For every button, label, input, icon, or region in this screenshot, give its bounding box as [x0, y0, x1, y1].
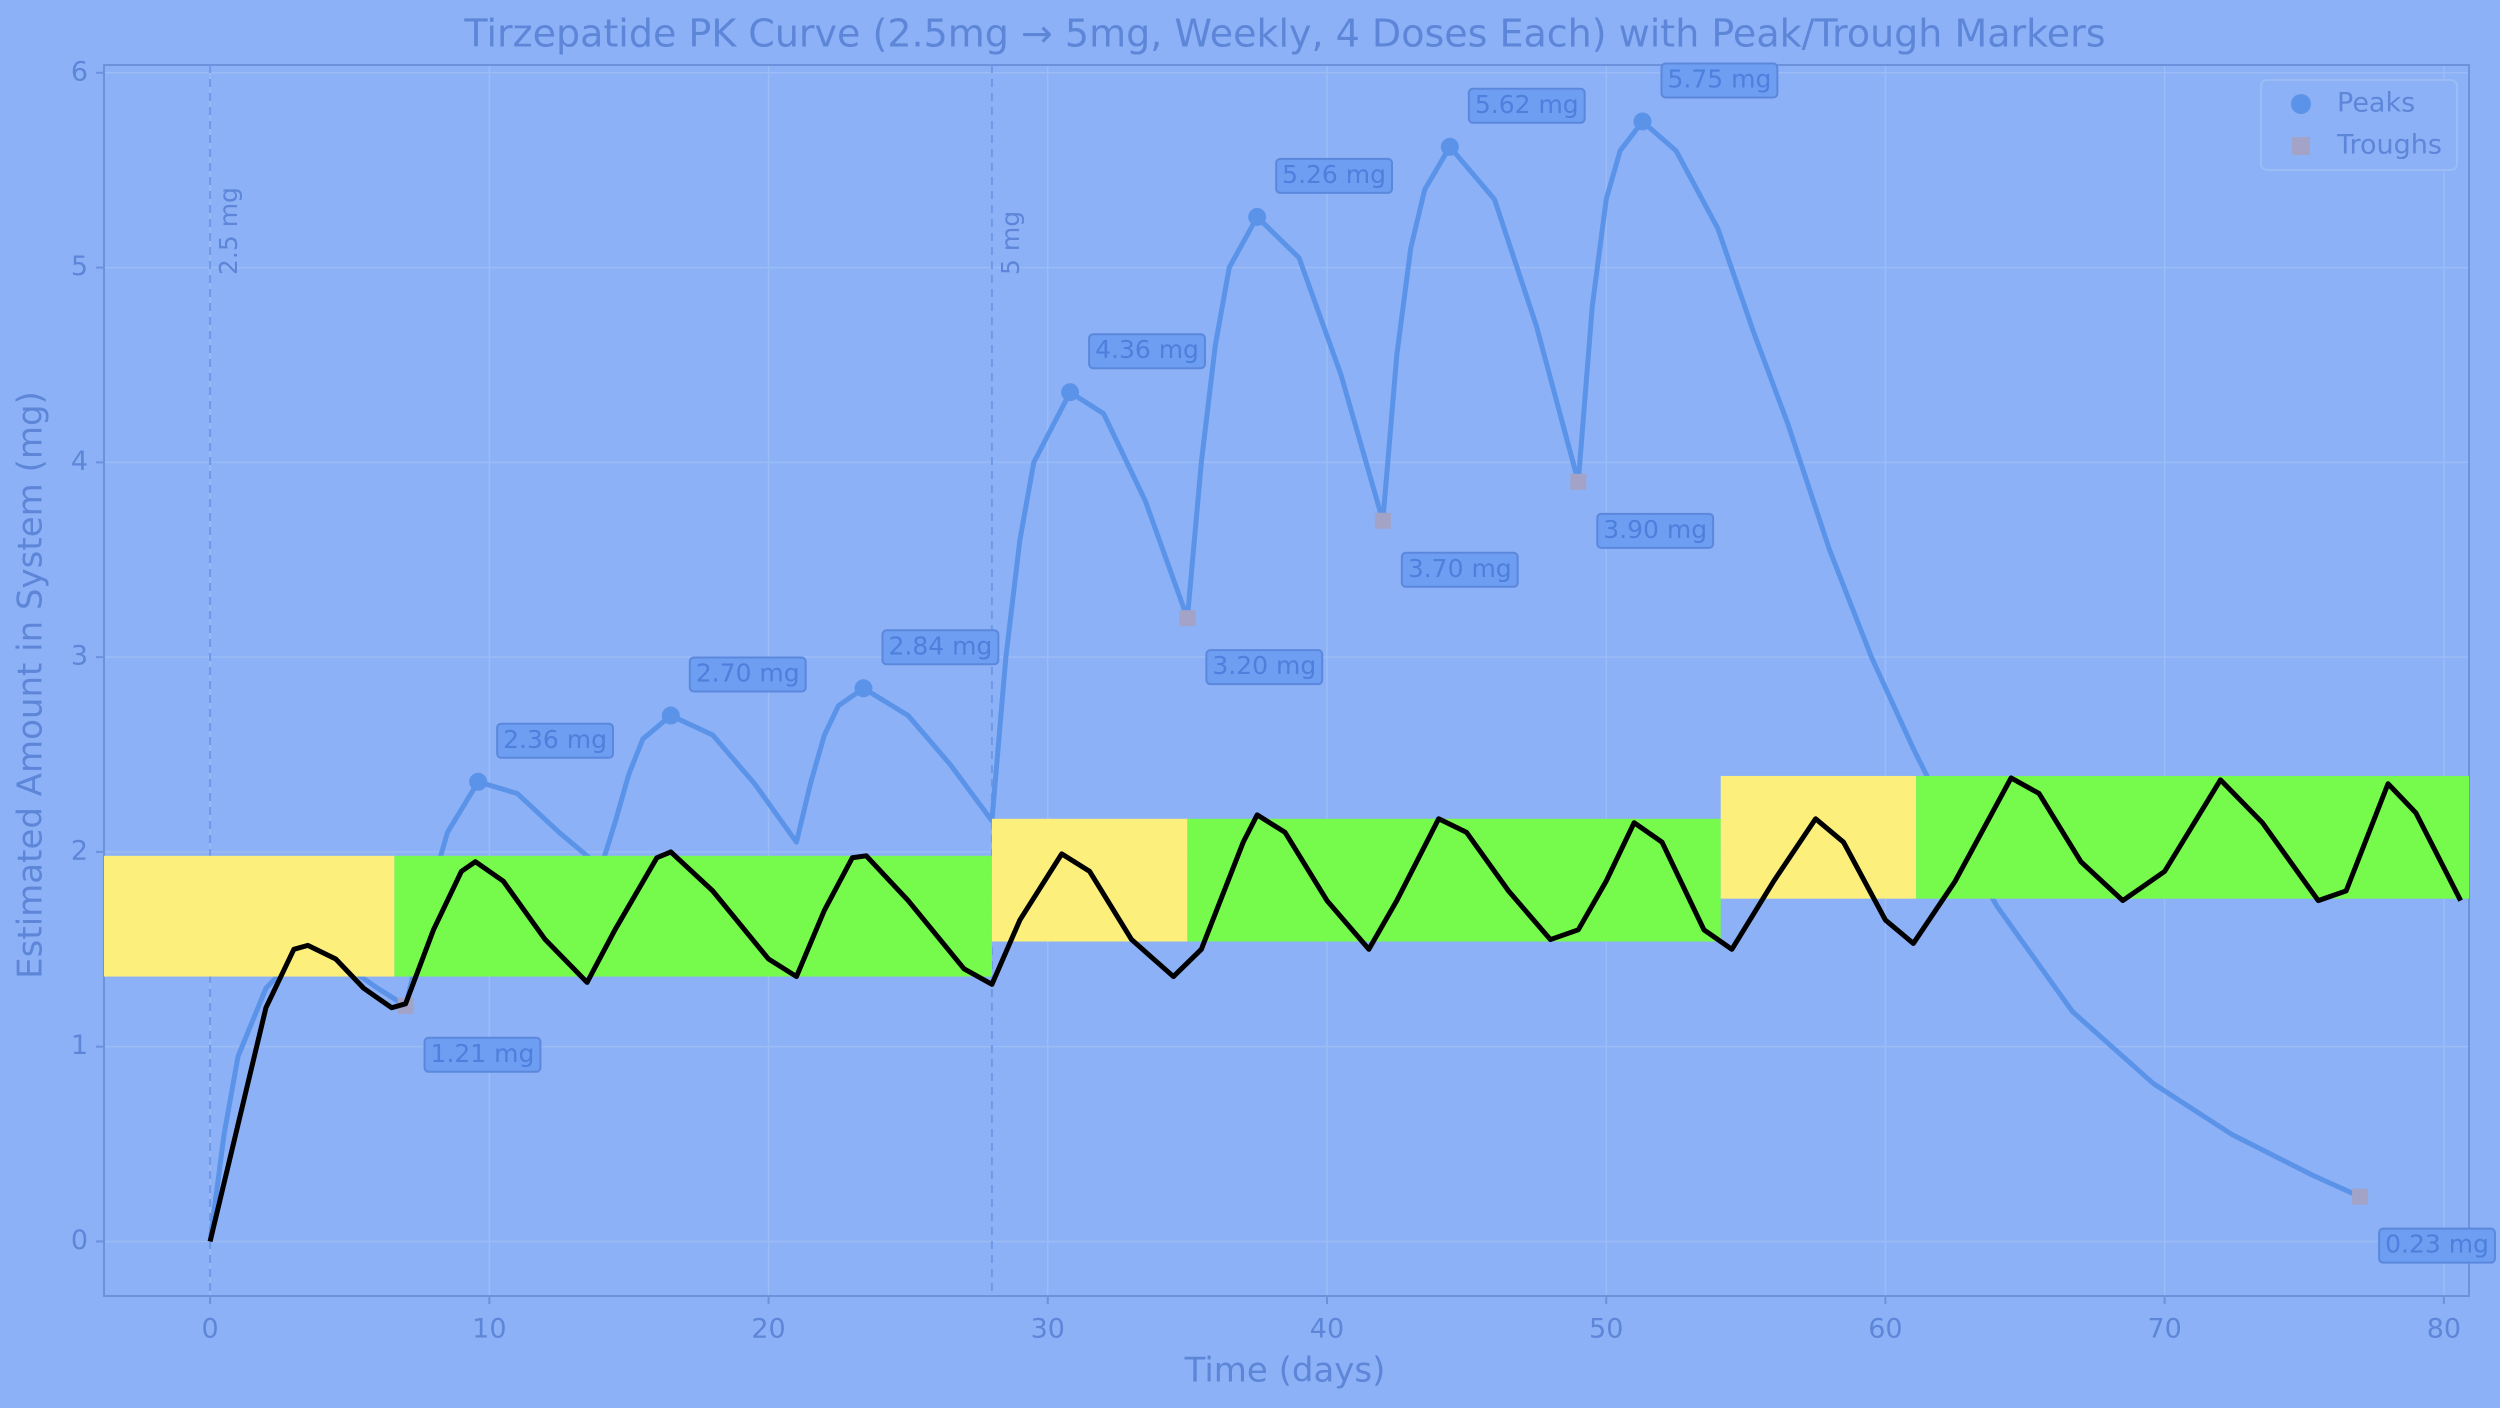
x-tick-label: 50 [1589, 1314, 1623, 1345]
peak-marker [1440, 137, 1459, 156]
annotation: 2.36 mg [503, 725, 607, 754]
annotation: 3.20 mg [1212, 651, 1316, 680]
trough-marker [1374, 512, 1391, 529]
annotation-box [1205, 649, 1324, 686]
annotation-box [1400, 551, 1519, 588]
annotation-box [881, 629, 1000, 666]
band [1916, 775, 2469, 899]
band [1187, 818, 1721, 942]
dose-label: 5 mg [996, 211, 1025, 275]
y-tick-label: 0 [71, 1225, 88, 1256]
band [991, 818, 1188, 942]
trough-marker [1570, 473, 1587, 490]
legend-marker [2291, 94, 2311, 114]
x-tick-label: 20 [751, 1314, 785, 1345]
annotation: 3.90 mg [1603, 515, 1707, 544]
y-axis-label: Estimated Amount in System (mg) [11, 391, 51, 979]
annotation: 2.84 mg [888, 631, 992, 660]
trough-marker [2352, 1188, 2369, 1205]
annotation: 5.75 mg [1668, 64, 1772, 93]
peak-marker [469, 772, 488, 791]
x-tick-label: 80 [2427, 1314, 2461, 1345]
peak-marker [1633, 112, 1652, 131]
band [104, 855, 395, 977]
annotation-box [688, 656, 807, 693]
overlay-line [207, 775, 2463, 1243]
y-tick-label: 6 [71, 56, 88, 87]
annotation-box [2378, 1227, 2496, 1264]
pk-curve [207, 118, 2362, 1242]
x-tick-label: 30 [1031, 1314, 1065, 1345]
legend-label: Peaks [2337, 88, 2415, 119]
x-tick-label: 70 [2147, 1314, 2181, 1345]
annotation-box [1275, 157, 1394, 194]
legend-label: Troughs [2336, 130, 2442, 161]
annotation: 0.23 mg [2385, 1230, 2489, 1259]
x-tick-label: 10 [472, 1314, 506, 1345]
annotation-box [1660, 62, 1779, 99]
x-tick-label: 60 [1868, 1314, 1902, 1345]
annotation-box [496, 722, 614, 759]
trough-marker [1179, 610, 1196, 627]
peak-marker [1061, 383, 1080, 402]
y-tick-label: 5 [71, 251, 88, 282]
y-tick-label: 3 [71, 641, 88, 672]
annotation-box [423, 1036, 542, 1073]
annotation: 1.21 mg [431, 1039, 535, 1068]
annotation-box [1596, 512, 1715, 549]
annotation-box [1467, 87, 1586, 124]
legend-marker [2292, 137, 2310, 155]
y-tick-label: 1 [71, 1030, 88, 1061]
y-tick-label: 4 [71, 446, 88, 477]
chart-title: Tirzepatide PK Curve (2.5mg → 5mg, Weekl… [463, 12, 2105, 56]
peak-marker [661, 706, 680, 725]
annotation: 2.70 mg [696, 659, 800, 688]
plot-frame [103, 64, 2470, 1297]
annotation: 5.26 mg [1282, 160, 1386, 189]
x-axis-label: Time (days) [1184, 1351, 1386, 1391]
plot-area [207, 65, 2362, 1296]
annotation: 3.70 mg [1408, 554, 1512, 583]
annotation-box [1088, 333, 1206, 370]
dose-label: 2.5 mg [214, 187, 243, 275]
annotation: 4.36 mg [1095, 335, 1199, 364]
peak-marker [854, 679, 873, 698]
x-tick-label: 0 [202, 1314, 219, 1345]
x-tick-label: 40 [1310, 1314, 1344, 1345]
y-tick-label: 2 [71, 835, 88, 866]
peak-marker [1248, 207, 1267, 226]
annotation: 5.62 mg [1475, 90, 1579, 119]
band [1720, 775, 1917, 899]
